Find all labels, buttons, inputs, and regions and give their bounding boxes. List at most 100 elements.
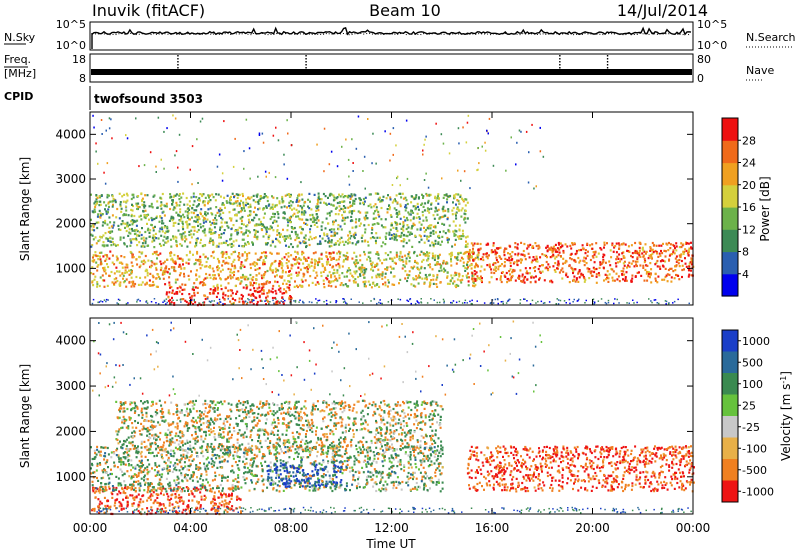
echo-cell	[361, 266, 363, 268]
echo-cell	[301, 213, 303, 215]
echo-cell	[96, 255, 98, 257]
echo-cell	[301, 279, 303, 281]
echo-cell	[659, 255, 661, 257]
echo-cell	[283, 299, 285, 301]
echo-cell	[516, 142, 518, 144]
echo-cell	[576, 277, 578, 279]
echo-cell	[247, 235, 249, 237]
echo-cell	[123, 463, 125, 465]
echo-cell	[197, 287, 199, 289]
echo-cell	[535, 302, 537, 304]
echo-cell	[606, 303, 608, 305]
echo-cell	[249, 301, 251, 303]
echo-cell	[415, 466, 417, 468]
echo-cell	[359, 197, 361, 199]
echo-cell	[616, 278, 618, 280]
echo-cell	[579, 276, 581, 278]
echo-cell	[650, 257, 652, 259]
echo-cell	[407, 235, 409, 237]
echo-cell	[399, 255, 401, 257]
echo-cell	[161, 220, 163, 222]
echo-cell	[594, 268, 596, 270]
echo-cell	[303, 237, 305, 239]
echo-cell	[245, 232, 247, 234]
echo-cell	[401, 256, 403, 258]
echo-cell	[422, 220, 424, 222]
echo-cell	[209, 490, 211, 492]
echo-cell	[635, 250, 637, 252]
echo-cell	[297, 234, 299, 236]
echo-cell	[665, 300, 667, 302]
echo-cell	[104, 208, 106, 210]
echo-cell	[533, 188, 535, 190]
echo-cell	[437, 214, 439, 216]
echo-cell	[446, 198, 448, 200]
echo-cell	[466, 275, 468, 277]
echo-cell	[113, 224, 115, 226]
echo-cell	[260, 198, 262, 200]
echo-cell	[412, 277, 414, 279]
echo-cell	[108, 195, 110, 197]
echo-cell	[508, 270, 510, 272]
echo-cell	[212, 292, 214, 294]
echo-cell	[211, 509, 213, 511]
echo-cell	[474, 270, 476, 272]
echo-cell	[378, 286, 380, 288]
echo-cell	[242, 239, 244, 241]
echo-cell	[341, 272, 343, 274]
echo-cell	[160, 245, 162, 247]
echo-cell	[462, 230, 464, 232]
echo-cell	[185, 210, 187, 212]
echo-cell	[384, 459, 386, 461]
echo-cell	[298, 271, 300, 273]
echo-cell	[217, 269, 219, 271]
echo-cell	[379, 276, 381, 278]
echo-cell	[114, 272, 116, 274]
echo-cell	[183, 204, 185, 206]
echo-cell	[610, 256, 612, 258]
echo-cell	[168, 268, 170, 270]
echo-cell	[215, 278, 217, 280]
echo-cell	[235, 285, 237, 287]
echo-cell	[191, 300, 193, 302]
echo-cell	[272, 285, 274, 287]
echo-cell	[329, 163, 331, 165]
echo-cell	[646, 280, 648, 282]
echo-cell	[426, 278, 428, 280]
echo-cell	[502, 301, 504, 303]
echo-cell	[147, 491, 149, 493]
echo-cell	[459, 301, 461, 303]
echo-cell	[387, 279, 389, 281]
echo-cell	[100, 252, 102, 254]
echo-cell	[503, 249, 505, 251]
echo-cell	[222, 180, 224, 182]
echo-cell	[182, 456, 184, 458]
echo-cell	[351, 258, 353, 260]
echo-cell	[687, 252, 689, 254]
echo-cell	[325, 203, 327, 205]
y-tick-label: 3000	[55, 172, 86, 186]
echo-cell	[254, 207, 256, 209]
echo-cell	[183, 501, 185, 503]
echo-cell	[182, 228, 184, 230]
echo-cell	[368, 205, 370, 207]
echo-cell	[500, 258, 502, 260]
echo-cell	[202, 245, 204, 247]
echo-cell	[446, 277, 448, 279]
echo-cell	[673, 245, 675, 247]
echo-cell	[223, 242, 225, 244]
echo-cell	[100, 204, 102, 206]
echo-cell	[359, 225, 361, 227]
echo-cell	[100, 258, 102, 260]
echo-cell	[347, 270, 349, 272]
echo-cell	[402, 223, 404, 225]
echo-cell	[511, 251, 513, 253]
echo-cell	[275, 271, 277, 273]
echo-cell	[128, 487, 130, 489]
echo-cell	[560, 246, 562, 248]
echo-cell	[569, 257, 571, 259]
echo-cell	[110, 231, 112, 233]
echo-cell	[453, 194, 455, 196]
echo-cell	[554, 257, 556, 259]
